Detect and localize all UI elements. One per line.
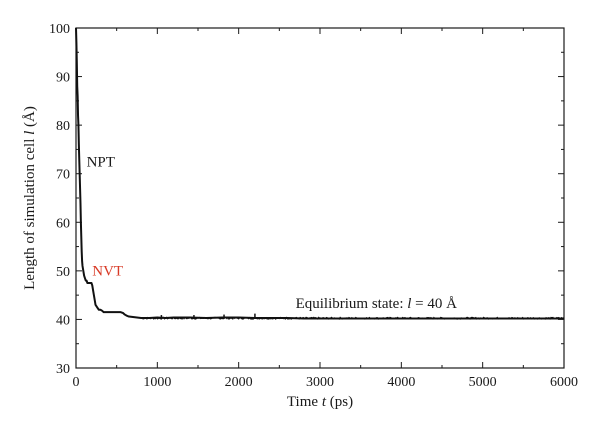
y-tick-label: 70	[56, 168, 70, 183]
y-axis-label: Length of simulation cell l (Å)	[22, 106, 38, 290]
x-tick-label: 4000	[387, 375, 415, 390]
y-tick-label: 60	[56, 216, 70, 231]
nvt-label: NVT	[92, 264, 123, 280]
npt-label: NPT	[87, 154, 115, 170]
x-tick-label: 6000	[550, 375, 578, 390]
y-tick-label: 40	[56, 313, 70, 328]
x-tick-label: 1000	[143, 375, 171, 390]
x-axis-label: Time t (ps)	[287, 394, 353, 410]
x-tick-label: 3000	[306, 375, 334, 390]
y-tick-label: 50	[56, 265, 70, 280]
series-noise	[140, 316, 565, 320]
axis-ticks: 0 1000 2000 3000 4000 5000 6000 30 40 50 60 70 80 90 1…	[49, 22, 578, 390]
x-tick-label: 2000	[225, 375, 253, 390]
y-tick-label: 30	[56, 362, 70, 377]
x-tick-label: 0	[73, 375, 80, 390]
axis-labels: Time t (ps) Length of simulation cell l (…	[22, 106, 353, 410]
y-tick-label: 80	[56, 119, 70, 134]
series-line	[75, 27, 564, 320]
x-tick-label: 5000	[469, 375, 497, 390]
y-tick-label: 100	[49, 22, 70, 37]
y-tick-label: 90	[56, 71, 70, 86]
annotations: NPT NVT Equilibrium state: l = 40 Å	[87, 154, 458, 311]
equilibrium-label: Equilibrium state: l = 40 Å	[296, 296, 458, 312]
series-lines	[75, 27, 565, 320]
